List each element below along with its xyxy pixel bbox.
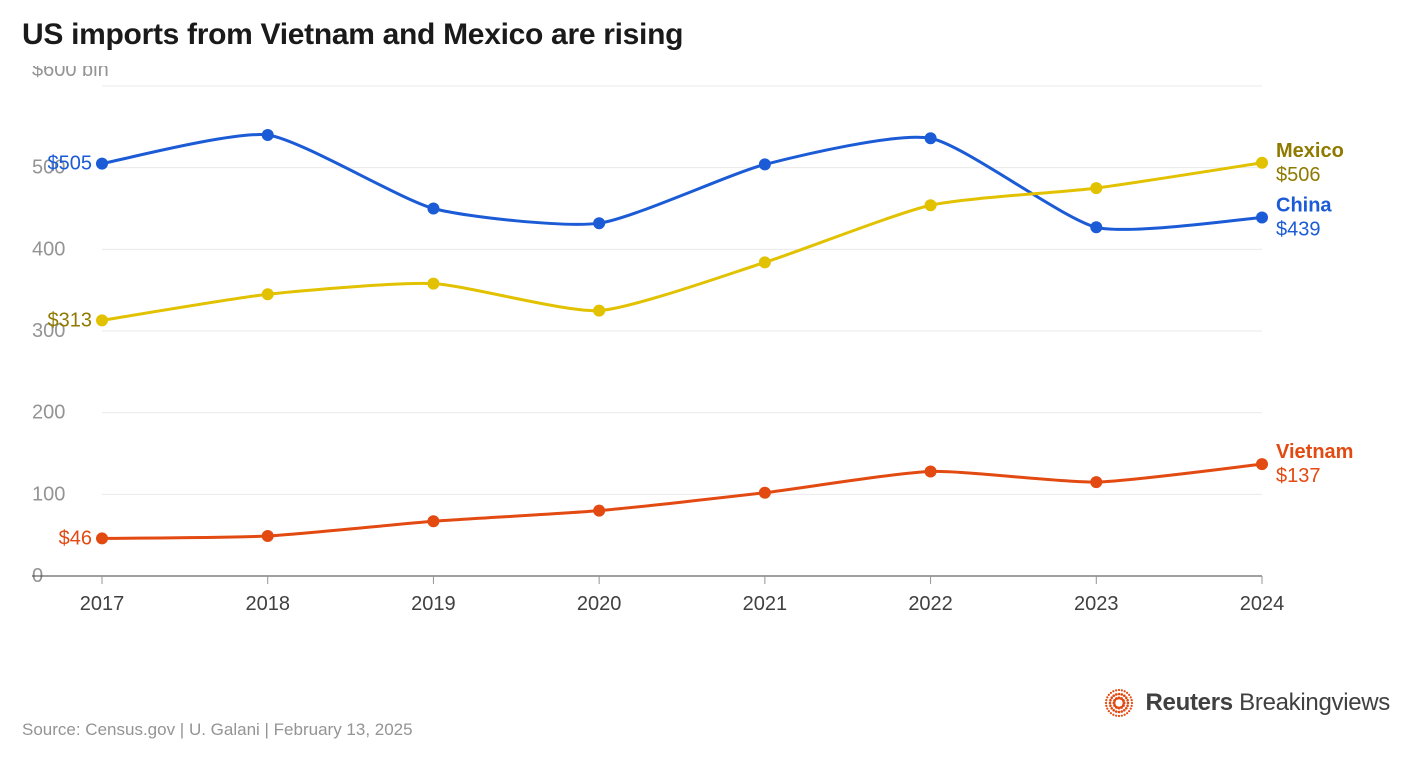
data-point xyxy=(759,487,771,499)
series-line-china xyxy=(102,135,1262,230)
data-point xyxy=(427,278,439,290)
series-end-label: Mexico xyxy=(1276,140,1344,162)
data-point xyxy=(759,256,771,268)
x-tick-label: 2018 xyxy=(245,593,290,615)
data-point xyxy=(759,158,771,170)
x-tick-label: 2023 xyxy=(1074,593,1119,615)
data-point xyxy=(427,515,439,527)
chart-area: 0100200300400500$600 bln2017201820192020… xyxy=(22,66,1398,636)
chart-svg: 0100200300400500$600 bln2017201820192020… xyxy=(22,66,1398,636)
data-point xyxy=(96,532,108,544)
data-point xyxy=(1256,211,1268,223)
data-point xyxy=(1090,476,1102,488)
start-value-label: $505 xyxy=(48,153,93,175)
y-tick-label: 400 xyxy=(32,238,65,260)
data-point xyxy=(262,530,274,542)
x-tick-label: 2022 xyxy=(908,593,953,615)
series-line-mexico xyxy=(102,163,1262,321)
x-tick-label: 2020 xyxy=(577,593,622,615)
data-point xyxy=(925,199,937,211)
y-tick-label: 200 xyxy=(32,402,65,424)
data-point xyxy=(925,465,937,477)
series-end-label: China xyxy=(1276,194,1332,216)
data-point xyxy=(925,132,937,144)
reuters-logo-icon xyxy=(1104,688,1134,718)
source-footer: Source: Census.gov | U. Galani | Februar… xyxy=(22,720,413,740)
data-point xyxy=(1256,458,1268,470)
series-end-label: Vietnam xyxy=(1276,441,1353,463)
x-tick-label: 2021 xyxy=(743,593,788,615)
series-end-value: $439 xyxy=(1276,218,1321,240)
data-point xyxy=(593,217,605,229)
chart-title: US imports from Vietnam and Mexico are r… xyxy=(22,18,1398,52)
series-line-vietnam xyxy=(102,464,1262,538)
brand-bold: Reuters xyxy=(1146,689,1233,716)
data-point xyxy=(96,158,108,170)
y-tick-label: $600 bln xyxy=(32,66,109,81)
x-tick-label: 2017 xyxy=(80,593,125,615)
start-value-label: $313 xyxy=(48,309,93,331)
data-point xyxy=(262,129,274,141)
x-tick-label: 2019 xyxy=(411,593,456,615)
data-point xyxy=(96,314,108,326)
start-value-label: $46 xyxy=(59,527,92,549)
data-point xyxy=(1090,221,1102,233)
data-point xyxy=(593,505,605,517)
brand: Reuters Breakingviews xyxy=(1104,688,1390,718)
brand-light: Breakingviews xyxy=(1233,689,1390,716)
x-tick-label: 2024 xyxy=(1240,593,1285,615)
data-point xyxy=(593,305,605,317)
y-tick-label: 100 xyxy=(32,483,65,505)
series-end-value: $137 xyxy=(1276,465,1321,487)
data-point xyxy=(427,203,439,215)
series-end-value: $506 xyxy=(1276,164,1321,186)
data-point xyxy=(1256,157,1268,169)
data-point xyxy=(262,288,274,300)
data-point xyxy=(1090,182,1102,194)
brand-text: Reuters Breakingviews xyxy=(1146,689,1390,717)
